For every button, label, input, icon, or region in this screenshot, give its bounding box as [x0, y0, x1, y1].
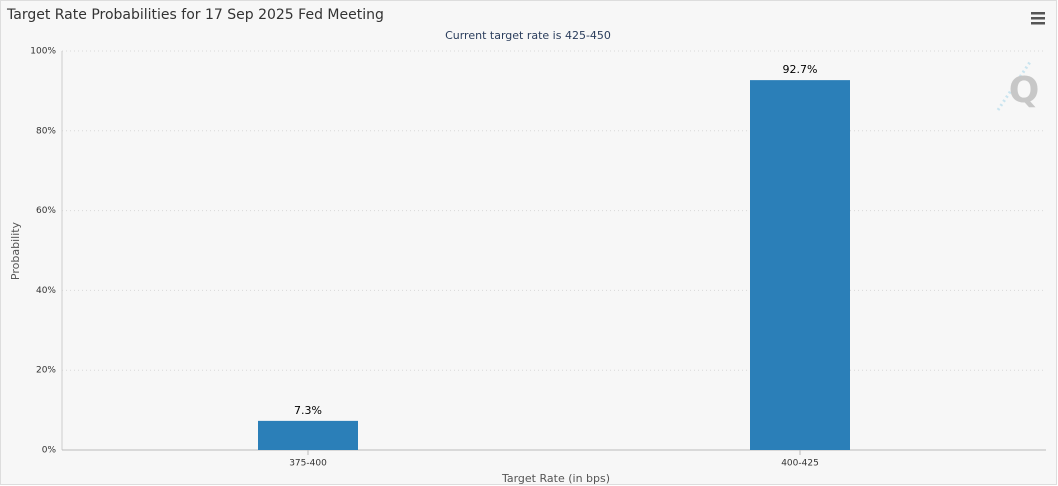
- y-tick-label: 40%: [36, 286, 56, 296]
- bar: [750, 80, 850, 450]
- x-axis-title: Target Rate (in bps): [501, 472, 610, 485]
- y-tick-label: 100%: [30, 47, 56, 57]
- y-tick-label: 60%: [36, 206, 56, 216]
- bar: [258, 420, 358, 450]
- menu-bar: [1031, 22, 1045, 25]
- chart-title: Target Rate Probabilities for 17 Sep 202…: [6, 7, 384, 23]
- y-axis-title: Probability: [9, 221, 22, 280]
- chart-subtitle: Current target rate is 425-450: [445, 29, 611, 42]
- y-tick-label: 80%: [36, 126, 56, 136]
- logo-letter: Q: [1009, 70, 1040, 111]
- logo: Q: [996, 61, 1040, 111]
- y-tick-label: 0%: [42, 446, 57, 456]
- data-label: 7.3%: [294, 404, 322, 417]
- menu-bar: [1031, 12, 1045, 15]
- menu-button[interactable]: [1031, 12, 1045, 25]
- x-tick-label: 400-425: [781, 459, 819, 469]
- x-tick-label: 375-400: [289, 459, 327, 469]
- data-label: 92.7%: [783, 63, 818, 76]
- y-tick-label: 20%: [36, 366, 56, 376]
- menu-bar: [1031, 17, 1045, 20]
